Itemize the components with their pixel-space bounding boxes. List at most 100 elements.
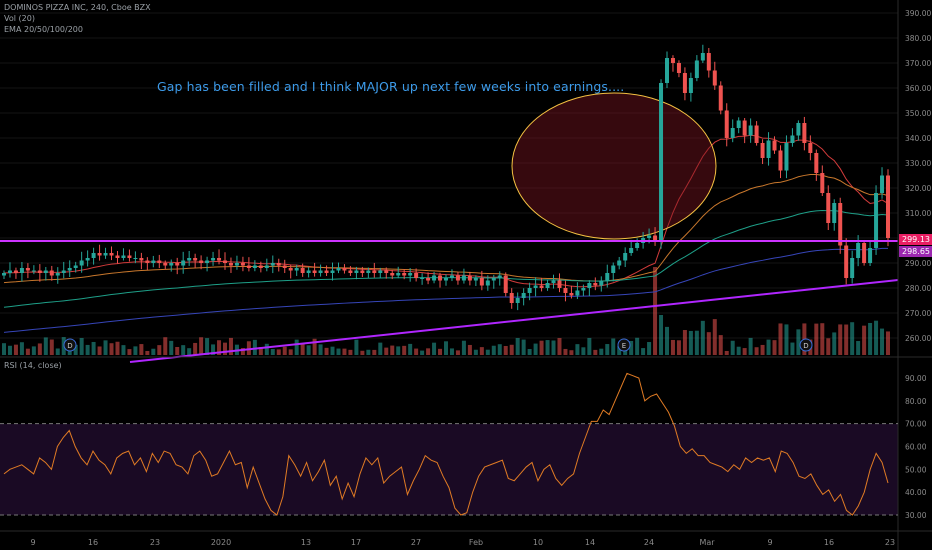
candle-body xyxy=(73,265,78,268)
volume-bar xyxy=(515,338,520,355)
volume-bar xyxy=(814,323,819,355)
volume-bar xyxy=(264,343,269,355)
candle-body xyxy=(55,273,60,276)
candle-body xyxy=(348,270,353,273)
rsi-axis-label: 50.00 xyxy=(905,465,927,474)
candle-body xyxy=(772,140,777,151)
candle-body xyxy=(718,85,723,111)
volume-bar xyxy=(820,323,825,355)
time-axis-label: 16 xyxy=(824,538,834,547)
volume-bar xyxy=(324,347,329,355)
candle-body xyxy=(294,268,299,271)
volume-bar xyxy=(617,346,622,355)
candle-body xyxy=(527,288,532,293)
volume-bar xyxy=(169,340,174,355)
volume-bar xyxy=(181,345,186,355)
volume-bar xyxy=(874,320,879,355)
volume-bar xyxy=(449,348,454,355)
candle-body xyxy=(61,270,66,273)
volume-bar xyxy=(665,326,669,355)
candle-body xyxy=(366,270,371,273)
volume-bar xyxy=(754,347,759,355)
candle-body xyxy=(67,268,72,271)
candle-body xyxy=(19,268,24,273)
candle-body xyxy=(593,283,598,286)
time-axis-label: 23 xyxy=(885,538,895,547)
candle-body xyxy=(91,253,96,258)
candle-body xyxy=(282,265,287,268)
candle-body xyxy=(551,280,556,283)
volume-bar xyxy=(772,340,777,355)
candle-body xyxy=(880,175,885,193)
candle-body xyxy=(300,268,305,273)
candle-body xyxy=(97,253,102,256)
candle-body xyxy=(647,235,652,238)
candle-body xyxy=(784,143,789,171)
volume-bar xyxy=(444,341,448,355)
candle-body xyxy=(688,78,693,93)
volume-bar xyxy=(276,349,281,355)
volume-bar xyxy=(467,344,472,355)
rsi-axis-label: 90.00 xyxy=(905,374,927,383)
candle-body xyxy=(426,278,431,281)
candle-body xyxy=(533,285,538,288)
volume-bar xyxy=(175,347,180,355)
candle-body xyxy=(850,258,855,278)
candle-body xyxy=(730,128,735,138)
volume-bar xyxy=(73,344,78,355)
volume-bar xyxy=(318,344,323,355)
candle-body xyxy=(127,255,132,258)
time-axis-label: Feb xyxy=(469,538,483,547)
candle-body xyxy=(7,270,12,273)
candle-body xyxy=(270,263,275,266)
candle-body xyxy=(258,265,263,268)
trend-line[interactable] xyxy=(129,279,899,363)
candle-body xyxy=(802,123,807,143)
volume-bar xyxy=(647,342,652,355)
candle-body xyxy=(223,260,227,263)
candle-body xyxy=(796,123,801,136)
volume-bar xyxy=(569,350,574,355)
volume-bar xyxy=(868,322,873,355)
candle-body xyxy=(133,258,138,259)
volume-bar xyxy=(348,349,353,355)
volume-bar xyxy=(408,343,413,355)
volume-bar xyxy=(886,331,890,355)
candle-body xyxy=(461,275,466,281)
volume-bar xyxy=(730,340,735,355)
volume-bar xyxy=(844,324,849,355)
volume-bar xyxy=(563,348,568,355)
candle-body xyxy=(360,270,365,273)
candle-body xyxy=(318,270,323,273)
candle-body xyxy=(234,263,239,266)
volume-bar xyxy=(850,322,855,355)
price-axis-label: 350.00 xyxy=(905,109,931,118)
volume-bar xyxy=(838,324,843,355)
candle-body xyxy=(575,290,580,296)
candle-body xyxy=(211,258,216,261)
candle-body xyxy=(473,278,478,281)
volume-bar xyxy=(473,349,478,355)
volume-bar xyxy=(718,335,723,355)
candle-body xyxy=(264,265,269,268)
volume-bar xyxy=(121,345,126,355)
candle-body xyxy=(151,260,156,263)
candle-body xyxy=(694,60,699,78)
candle-body xyxy=(378,270,383,273)
volume-bar xyxy=(676,340,681,355)
candle-body xyxy=(676,63,681,73)
volume-bar xyxy=(790,342,795,355)
event-marker xyxy=(617,338,631,352)
candle-body xyxy=(396,273,401,276)
candle-body xyxy=(766,140,771,158)
volume-legend: Vol (20) xyxy=(4,14,35,23)
candle-body xyxy=(479,278,484,286)
volume-bar xyxy=(288,349,293,355)
volume-bar xyxy=(557,338,562,355)
volume-bar xyxy=(575,344,580,355)
volume-bar xyxy=(13,344,18,355)
candle-body xyxy=(109,253,114,256)
volume-bar xyxy=(2,343,6,355)
rsi-legend: RSI (14, close) xyxy=(4,361,62,370)
